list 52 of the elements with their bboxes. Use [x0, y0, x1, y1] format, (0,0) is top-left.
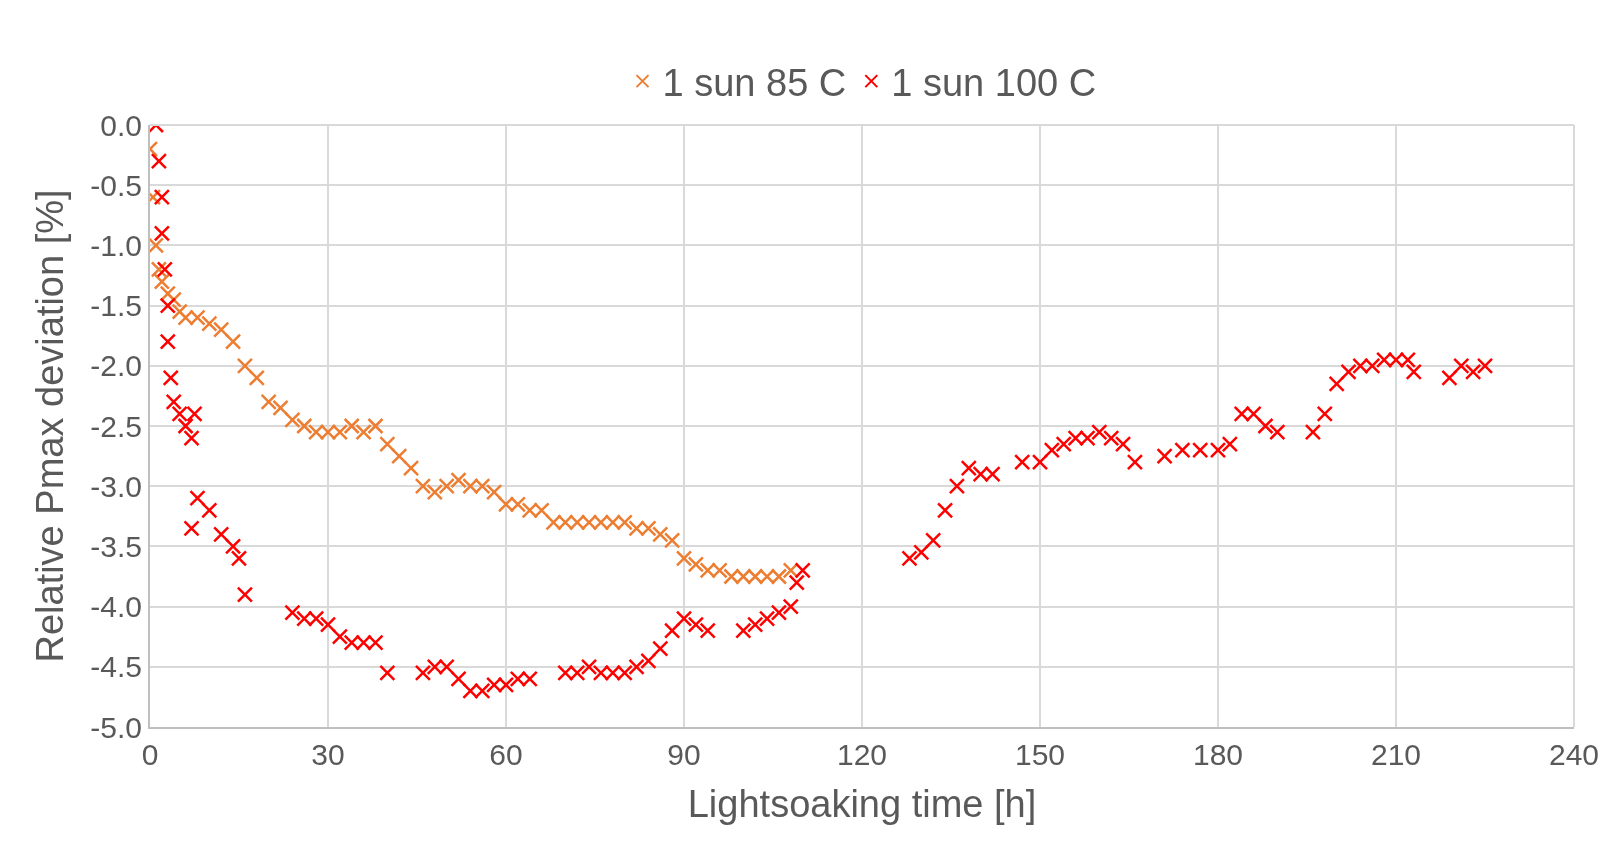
y-axis-title: Relative Pmax deviation [%] [29, 189, 71, 663]
y-tick-label: -1.5 [90, 289, 142, 323]
y-tick-label: -2.5 [90, 409, 142, 443]
point [212, 321, 230, 338]
point [201, 315, 218, 332]
x-tick-label: 30 [311, 738, 345, 771]
legend-label: 1 sun 100 C [891, 61, 1097, 104]
y-tick-label: 0.0 [100, 108, 142, 142]
point [260, 393, 277, 411]
point [390, 447, 408, 465]
point [426, 483, 444, 501]
point [402, 459, 420, 477]
x-tick-label: 90 [667, 738, 701, 771]
point [367, 417, 384, 435]
x-tick-label: 180 [1192, 738, 1244, 771]
y-tick-label: -2.0 [90, 349, 142, 383]
x-tick-label: 120 [836, 738, 888, 771]
point [379, 435, 396, 453]
point [153, 273, 171, 290]
point [296, 417, 313, 435]
x-axis-title: Lightsoaking time [h] [687, 782, 1037, 825]
point [675, 550, 693, 567]
point [355, 423, 372, 441]
point [450, 471, 467, 489]
y-tick-label: -1.0 [90, 228, 142, 262]
point [663, 532, 681, 549]
point [414, 477, 432, 495]
x-tick-label: 150 [1014, 738, 1066, 771]
point [652, 526, 669, 543]
point [171, 303, 188, 320]
point [272, 399, 289, 417]
x-tick-label: 60 [489, 738, 523, 771]
point [485, 483, 503, 501]
legend-label: 1 sun 85 C [662, 61, 847, 104]
y-tick-label: -3.5 [90, 529, 142, 563]
y-tick-label: -0.5 [90, 168, 142, 202]
y-tick-label: -3.0 [90, 469, 142, 503]
x-tick-label: 210 [1370, 738, 1422, 771]
point [343, 417, 360, 435]
point [150, 237, 165, 254]
point [224, 333, 242, 350]
point [438, 477, 455, 495]
x-tick-label: 0 [141, 738, 159, 771]
point [159, 285, 177, 302]
x-tick-label: 240 [1548, 738, 1600, 771]
point [236, 357, 254, 375]
y-tick-label: -4.5 [90, 650, 142, 684]
y-tick-label: -5.0 [90, 710, 142, 744]
y-tick-label: -4.0 [90, 590, 142, 624]
point [687, 556, 705, 573]
point [248, 369, 266, 387]
point [284, 411, 301, 429]
